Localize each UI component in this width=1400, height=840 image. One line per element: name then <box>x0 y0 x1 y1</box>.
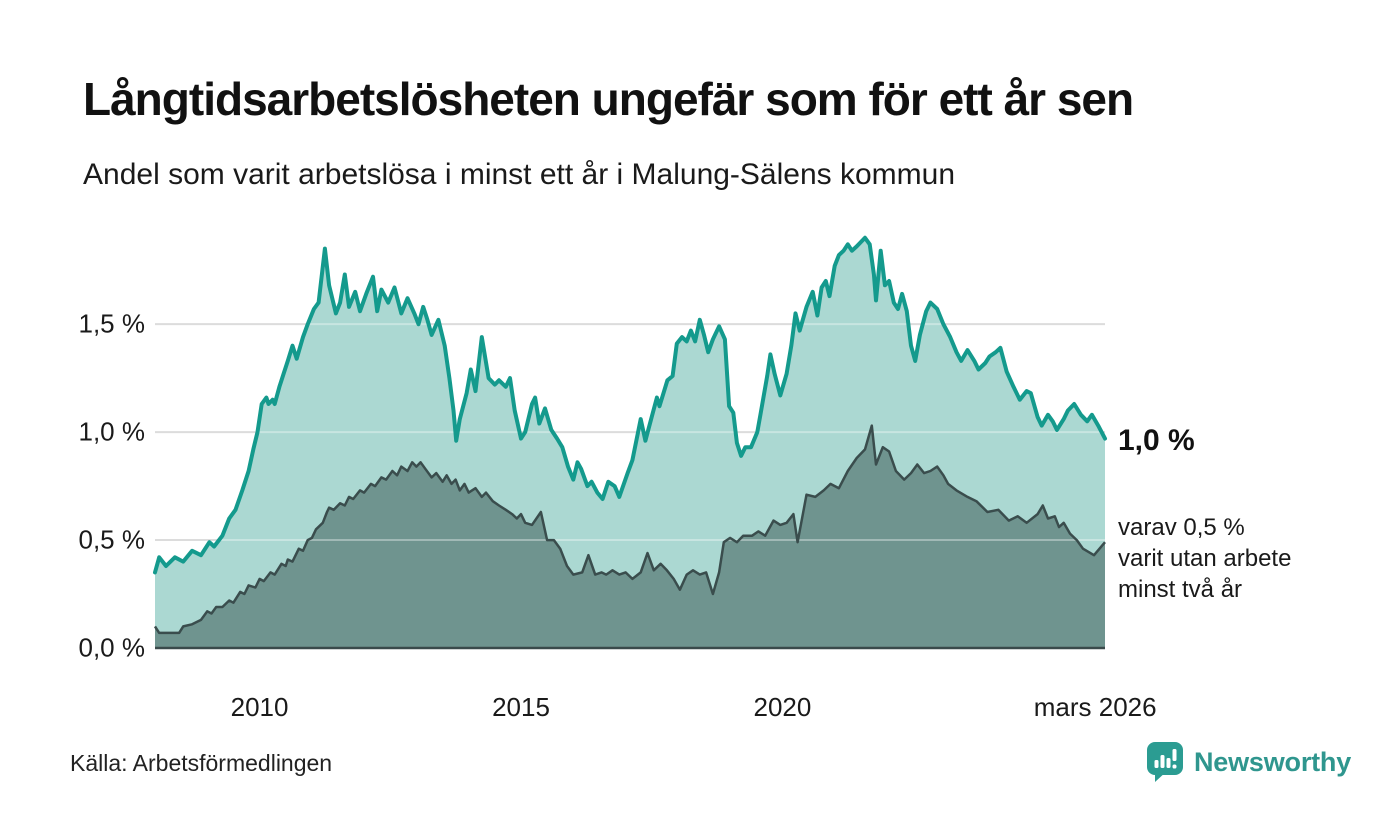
x-tick-label: 2015 <box>492 692 550 722</box>
end-note-label: varav 0,5 % varit utan arbete minst två … <box>1118 512 1291 605</box>
x-tick-label: 2010 <box>230 692 289 722</box>
newsworthy-icon <box>1147 742 1183 782</box>
end-note-line-3: minst två år <box>1118 576 1243 603</box>
y-tick-label: 0,0 % <box>78 632 146 663</box>
x-tick-label: mars 2026 <box>1033 692 1157 722</box>
end-value-label: 1,0 % <box>1118 424 1195 457</box>
page-subtitle: Andel som varit arbetslösa i minst ett å… <box>83 158 956 191</box>
y-tick-label: 0,5 % <box>78 524 146 555</box>
x-tick-label: 2020 <box>753 692 812 722</box>
brand-name: Newsworthy <box>1194 746 1352 777</box>
line-two-year <box>153 424 1106 635</box>
end-note-line-2: varit utan arbete <box>1118 545 1292 572</box>
brand-logo: Newsworthy <box>1146 741 1351 783</box>
y-tick-label: 1,0 % <box>78 416 146 447</box>
line-total <box>153 235 1107 575</box>
y-tick-label: 1,5 % <box>78 308 146 339</box>
end-note-line-1: varav 0,5 % <box>1118 514 1245 541</box>
area-two-year <box>155 425 1105 648</box>
page-title: Långtidsarbetslösheten ungefär som för e… <box>83 73 1134 125</box>
source-note: Källa: Arbetsförmedlingen <box>70 750 333 776</box>
